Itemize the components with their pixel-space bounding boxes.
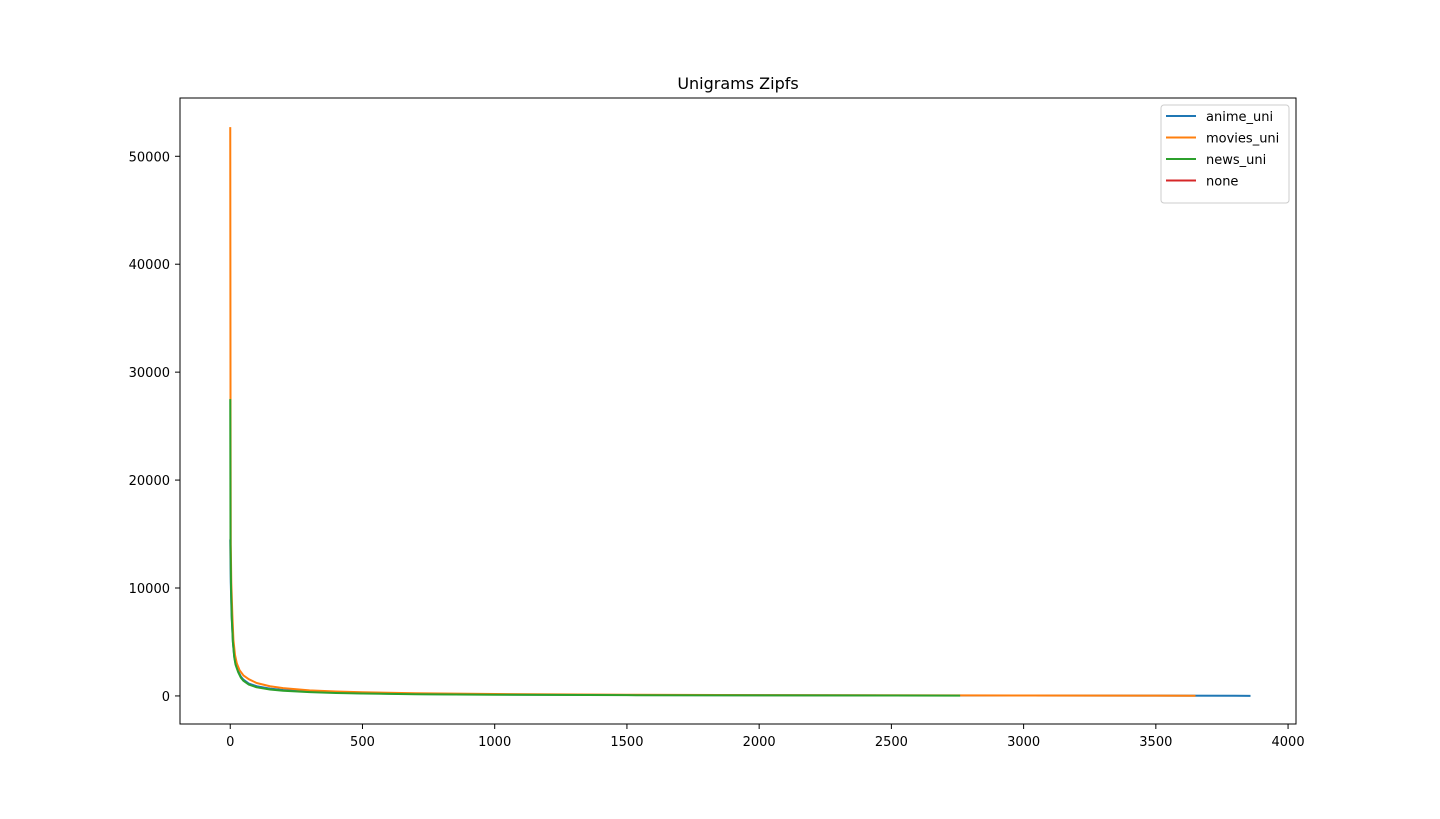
series-line-news_uni — [229, 399, 961, 697]
x-tick-label: 500 — [350, 735, 375, 750]
y-tick-label: 40000 — [129, 258, 170, 273]
x-tick-label: 1000 — [478, 735, 511, 750]
legend-label-anime_uni: anime_uni — [1206, 110, 1273, 125]
x-tick-label: 4000 — [1272, 735, 1305, 750]
x-tick-label: 3500 — [1139, 735, 1172, 750]
series-line-anime_uni — [229, 539, 1251, 697]
y-tick-label: 30000 — [129, 366, 170, 381]
legend-label-news_uni: news_uni — [1206, 153, 1266, 168]
legend-label-none: none — [1206, 175, 1238, 190]
x-tick-label: 2000 — [743, 735, 776, 750]
y-tick-label: 10000 — [129, 582, 170, 597]
x-tick-label: 3000 — [1007, 735, 1040, 750]
plot-lines — [229, 127, 1251, 697]
legend-label-movies_uni: movies_uni — [1206, 132, 1279, 147]
x-tick-label: 1500 — [610, 735, 643, 750]
legend-box — [1160, 104, 1290, 204]
x-tick-label: 2500 — [875, 735, 908, 750]
y-tick-label: 0 — [162, 690, 170, 705]
y-tick-label: 20000 — [129, 474, 170, 489]
y-tick-label: 50000 — [129, 150, 170, 165]
y-axis: 0 10000 20000 30000 40000 50000 — [129, 150, 180, 705]
series-line-movies_uni — [229, 127, 1196, 697]
x-tick-label: 0 — [226, 735, 234, 750]
chart-title: Unigrams Zipfs — [677, 74, 798, 93]
x-axis: 0 500 1000 1500 2000 2500 3000 3500 4000 — [226, 724, 1305, 750]
plot-frame — [179, 97, 1297, 725]
